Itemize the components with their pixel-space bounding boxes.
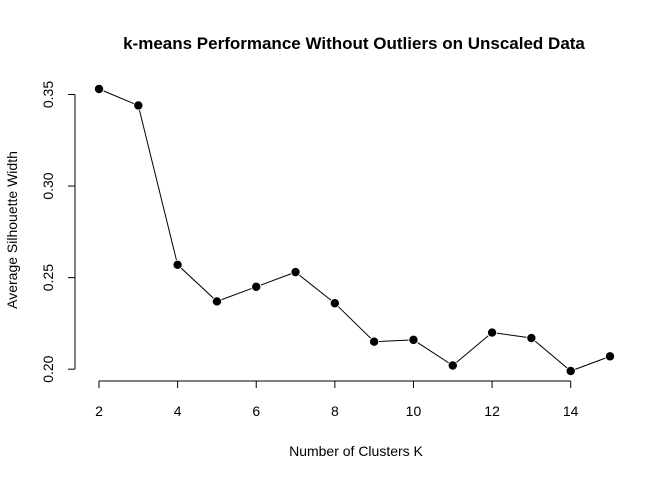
- data-point: [94, 84, 105, 95]
- data-point: [329, 298, 340, 309]
- y-tick-label: 0.20: [40, 355, 56, 382]
- series-line: [98, 88, 611, 372]
- data-point: [211, 296, 222, 307]
- x-tick-label: 10: [406, 403, 422, 419]
- chart-title: k-means Performance Without Outliers on …: [123, 34, 585, 53]
- x-axis-label: Number of Clusters K: [289, 443, 423, 459]
- data-point: [290, 267, 301, 278]
- data-point: [133, 100, 144, 111]
- plot-area: 2 4 6 8 10 12 14 0.20 0.25 0.30 0.35: [40, 81, 616, 419]
- data-point: [526, 333, 537, 344]
- data-point: [565, 365, 576, 376]
- data-point: [447, 360, 458, 371]
- x-tick-label: 6: [252, 403, 260, 419]
- data-point: [251, 281, 262, 292]
- x-tick-label: 2: [95, 403, 103, 419]
- y-tick-label: 0.35: [40, 81, 56, 108]
- data-point: [487, 327, 498, 338]
- x-tick-label: 4: [174, 403, 182, 419]
- y-tick-label: 0.25: [40, 264, 56, 291]
- y-axis-label: Average Silhouette Width: [4, 151, 20, 309]
- x-tick-label: 14: [563, 403, 579, 419]
- y-tick-label: 0.30: [40, 172, 56, 199]
- x-tick-label: 12: [484, 403, 500, 419]
- data-point: [172, 259, 183, 270]
- data-point: [605, 351, 616, 362]
- data-point: [369, 336, 380, 347]
- data-point: [408, 334, 419, 345]
- x-tick-label: 8: [331, 403, 339, 419]
